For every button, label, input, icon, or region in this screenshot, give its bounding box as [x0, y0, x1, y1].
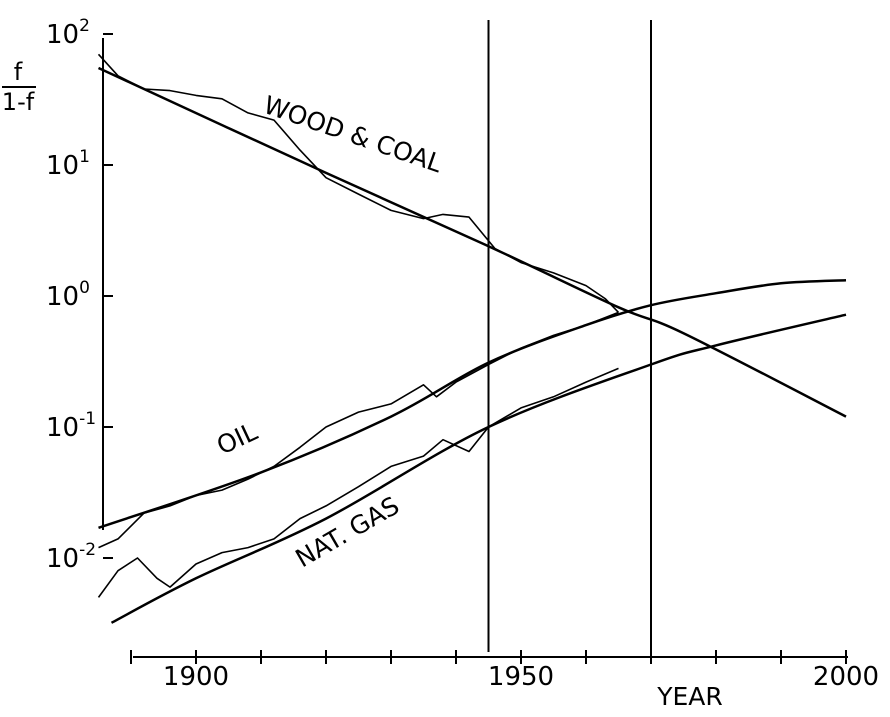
x-tick-label-2: 2000: [813, 662, 879, 692]
x-axis-label: YEAR: [656, 682, 723, 711]
series-label-wood-coal: WOOD & COAL: [260, 90, 446, 178]
x-tick-label-1: 1950: [488, 662, 554, 692]
y-axis-label: f 1-f: [2, 58, 36, 116]
series-fit-wood-coal: [97, 66, 847, 418]
series-observed-wood-coal: [97, 53, 620, 313]
y-tick-label-4: 10-2: [46, 540, 96, 574]
series-fit-oil: [98, 278, 847, 529]
series-observed-oil: [98, 311, 619, 549]
y-label-numerator: f: [14, 58, 23, 86]
series-label-oil: OIL: [212, 417, 261, 461]
series-observed-nat-gas: [97, 367, 619, 598]
series-oil: [98, 278, 847, 549]
vertical-reference-lines: [487, 20, 652, 652]
y-axis: 102 101 100 10-1 10-2: [46, 16, 113, 574]
x-axis: 1900 1950 2000 YEAR: [130, 650, 879, 711]
x-tick-label-0: 1900: [163, 662, 229, 692]
y-tick-labels: 102 101 100 10-1 10-2: [46, 16, 96, 574]
series-lines: [97, 53, 847, 624]
y-tick-label-1: 101: [46, 147, 90, 181]
series-label-nat-gas: NAT. GAS: [291, 491, 405, 573]
y-label-denominator: 1-f: [2, 88, 35, 116]
x-tick-labels: 1900 1950 2000: [163, 662, 879, 692]
x-tick-marks: [130, 650, 847, 664]
y-tick-label-2: 100: [46, 278, 90, 312]
series-nat-gas: [97, 313, 847, 624]
y-tick-label-0: 102: [46, 16, 90, 50]
y-tick-marks: [103, 33, 113, 559]
y-tick-label-3: 10-1: [46, 409, 96, 443]
series-wood-coal: [97, 53, 847, 418]
